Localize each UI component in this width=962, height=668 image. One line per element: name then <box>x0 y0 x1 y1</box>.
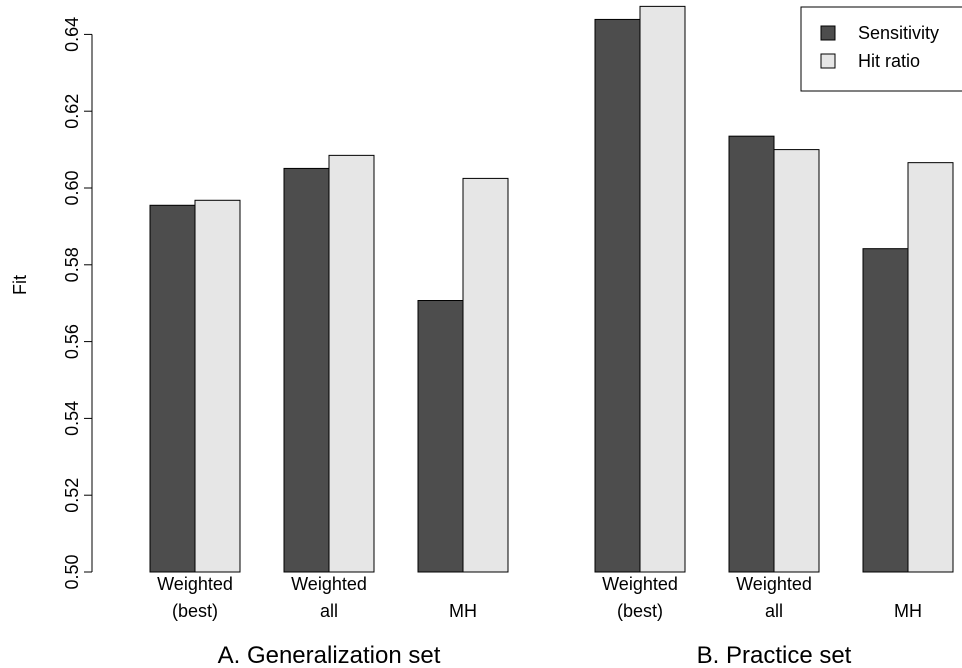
y-tick-label: 0.54 <box>62 401 82 436</box>
y-tick-label: 0.50 <box>62 554 82 589</box>
category-label: Weighted <box>157 574 233 594</box>
category-label: (best) <box>617 601 663 621</box>
category-label: MH <box>894 601 922 621</box>
group-label: A. Generalization set <box>218 642 441 668</box>
bar <box>417 300 464 573</box>
category-label: (best) <box>172 601 218 621</box>
bar <box>328 154 375 573</box>
legend: Sensitivity Hit ratio <box>800 6 962 92</box>
y-tick-label: 0.60 <box>62 170 82 205</box>
bar <box>149 204 196 573</box>
legend-box <box>800 6 962 92</box>
y-axis: 0.50 0.52 0.54 0.56 0.58 0.60 0.62 0.64 <box>62 17 93 590</box>
bar <box>594 18 641 573</box>
category-label: MH <box>449 601 477 621</box>
bar <box>773 149 820 573</box>
bars <box>149 5 954 573</box>
category-label: Weighted <box>602 574 678 594</box>
legend-swatch <box>820 53 836 69</box>
y-tick-label: 0.56 <box>62 324 82 359</box>
bar <box>194 199 241 573</box>
y-tick-label: 0.62 <box>62 94 82 129</box>
bar <box>907 162 954 573</box>
y-axis-label: Fit <box>10 275 30 295</box>
category-label: all <box>320 601 338 621</box>
legend-swatch <box>820 25 836 41</box>
y-tick-label: 0.52 <box>62 478 82 513</box>
group-labels: A. Generalization set B. Practice set <box>218 642 852 668</box>
category-labels: Weighted (best) Weighted all MH Weighted (best… <box>157 574 922 621</box>
bar <box>639 5 686 573</box>
category-label: Weighted <box>291 574 367 594</box>
bar <box>728 135 775 573</box>
y-tick-label: 0.58 <box>62 247 82 282</box>
bar <box>862 248 909 573</box>
bar <box>283 167 330 573</box>
y-tick-label: 0.64 <box>62 17 82 52</box>
group-label: B. Practice set <box>697 642 852 668</box>
category-label: all <box>765 601 783 621</box>
legend-label: Hit ratio <box>858 51 920 71</box>
legend-label: Sensitivity <box>858 23 939 43</box>
bar <box>462 177 509 573</box>
category-label: Weighted <box>736 574 812 594</box>
